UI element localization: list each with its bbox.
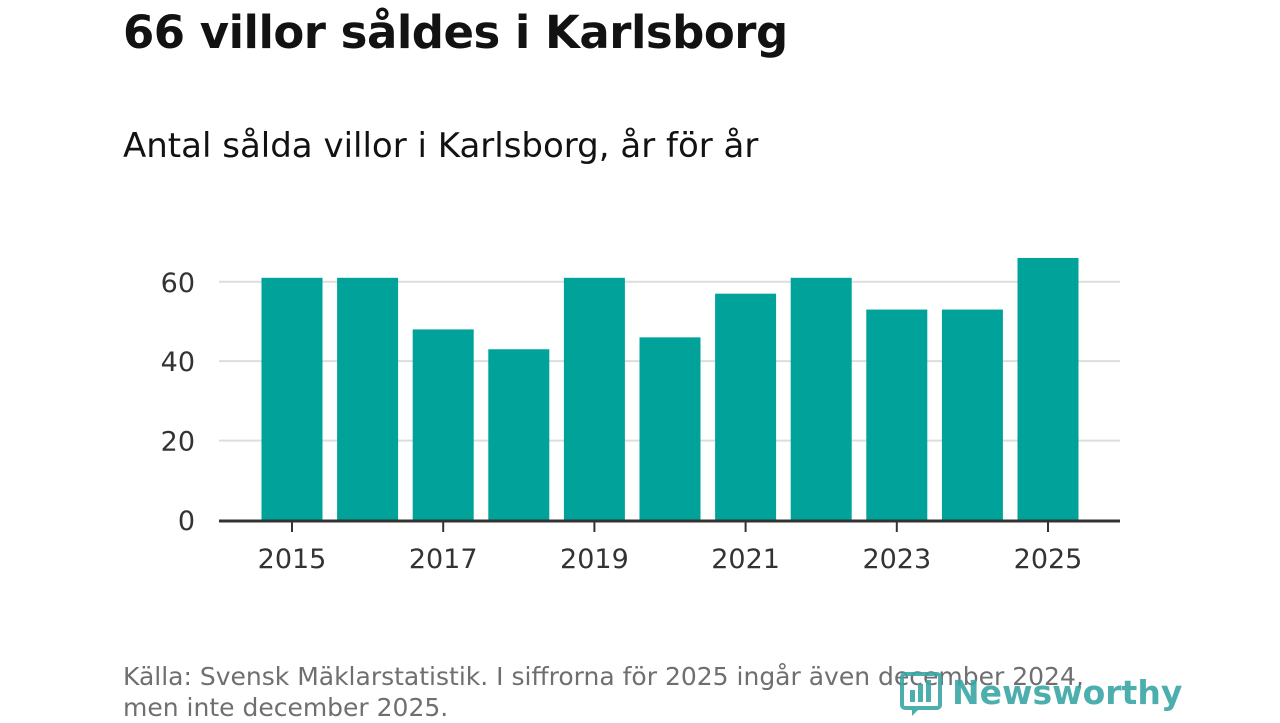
source-note: Källa: Svensk Mäklarstatistik. I siffror… <box>123 662 1084 722</box>
y-tick-label: 0 <box>178 506 195 537</box>
brand-name: Newsworthy <box>952 672 1183 712</box>
bar-2021 <box>715 293 777 520</box>
x-tick-label: 2023 <box>862 544 931 575</box>
y-tick-label: 60 <box>161 268 195 299</box>
bar-2024 <box>941 309 1003 520</box>
newsworthy-logo-icon <box>900 672 942 716</box>
bar-2018 <box>488 349 550 520</box>
x-tick-label: 2015 <box>258 544 327 575</box>
chart-title: 66 villor såldes i Karlsborg <box>123 6 788 59</box>
x-tick-label: 2021 <box>711 544 780 575</box>
y-tick-label: 20 <box>161 427 195 458</box>
bar-2020 <box>639 337 701 520</box>
bar-2022 <box>790 277 852 520</box>
bar-2025 <box>1017 257 1079 520</box>
bar-2023 <box>866 309 928 520</box>
newsworthy-logo: Newsworthy <box>900 668 1182 716</box>
bar-2017 <box>412 329 474 520</box>
bar-chart: 0 20 40 60 2015 2017 2019 2021 2023 2025 <box>161 257 1120 575</box>
bars <box>261 257 1079 520</box>
bar-2019 <box>563 277 625 520</box>
x-axis-ticks: 2015 2017 2019 2021 2023 2025 <box>258 522 1083 575</box>
x-tick-label: 2019 <box>560 544 629 575</box>
x-tick-label: 2017 <box>409 544 478 575</box>
y-tick-label: 40 <box>161 347 195 378</box>
x-tick-label: 2025 <box>1014 544 1083 575</box>
chart-subtitle: Antal sålda villor i Karlsborg, år för å… <box>123 126 759 166</box>
y-axis-ticks: 0 20 40 60 <box>161 268 195 537</box>
bar-2016 <box>337 277 399 520</box>
bar-2015 <box>261 277 323 520</box>
